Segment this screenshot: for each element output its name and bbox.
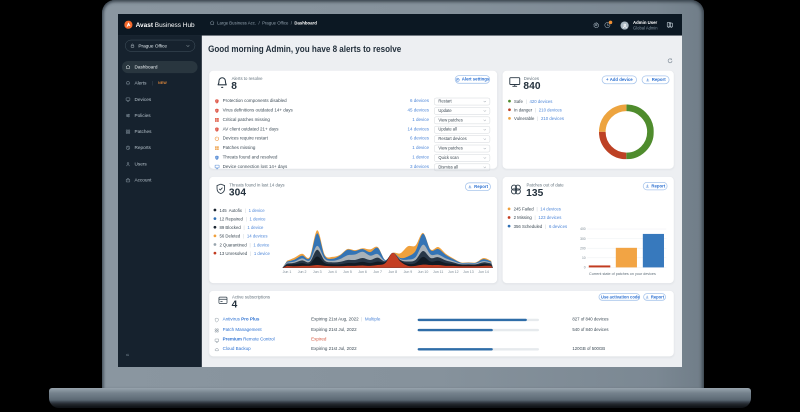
svg-text:Jun 7: Jun 7	[373, 270, 382, 274]
svg-text:0: 0	[584, 266, 586, 270]
svg-text:Jun 4: Jun 4	[328, 270, 337, 274]
svg-text:Jun 1: Jun 1	[283, 270, 292, 274]
svg-text:Jun 10: Jun 10	[418, 270, 429, 274]
svg-text:Jun 12: Jun 12	[448, 270, 459, 274]
svg-text:300: 300	[580, 237, 586, 241]
svg-text:Jun 3: Jun 3	[313, 270, 322, 274]
svg-text:Jun 5: Jun 5	[343, 270, 352, 274]
svg-text:Jun 13: Jun 13	[463, 270, 474, 274]
svg-text:200: 200	[580, 246, 586, 250]
svg-text:Jun 8: Jun 8	[389, 270, 398, 274]
svg-text:Jun 2: Jun 2	[298, 270, 307, 274]
svg-text:Jun 9: Jun 9	[404, 270, 413, 274]
svg-text:400: 400	[580, 227, 586, 231]
svg-text:10: 10	[582, 256, 586, 260]
svg-text:Jun 6: Jun 6	[358, 270, 367, 274]
svg-text:Jun 11: Jun 11	[433, 270, 443, 274]
svg-text:Jun 14: Jun 14	[478, 270, 489, 274]
